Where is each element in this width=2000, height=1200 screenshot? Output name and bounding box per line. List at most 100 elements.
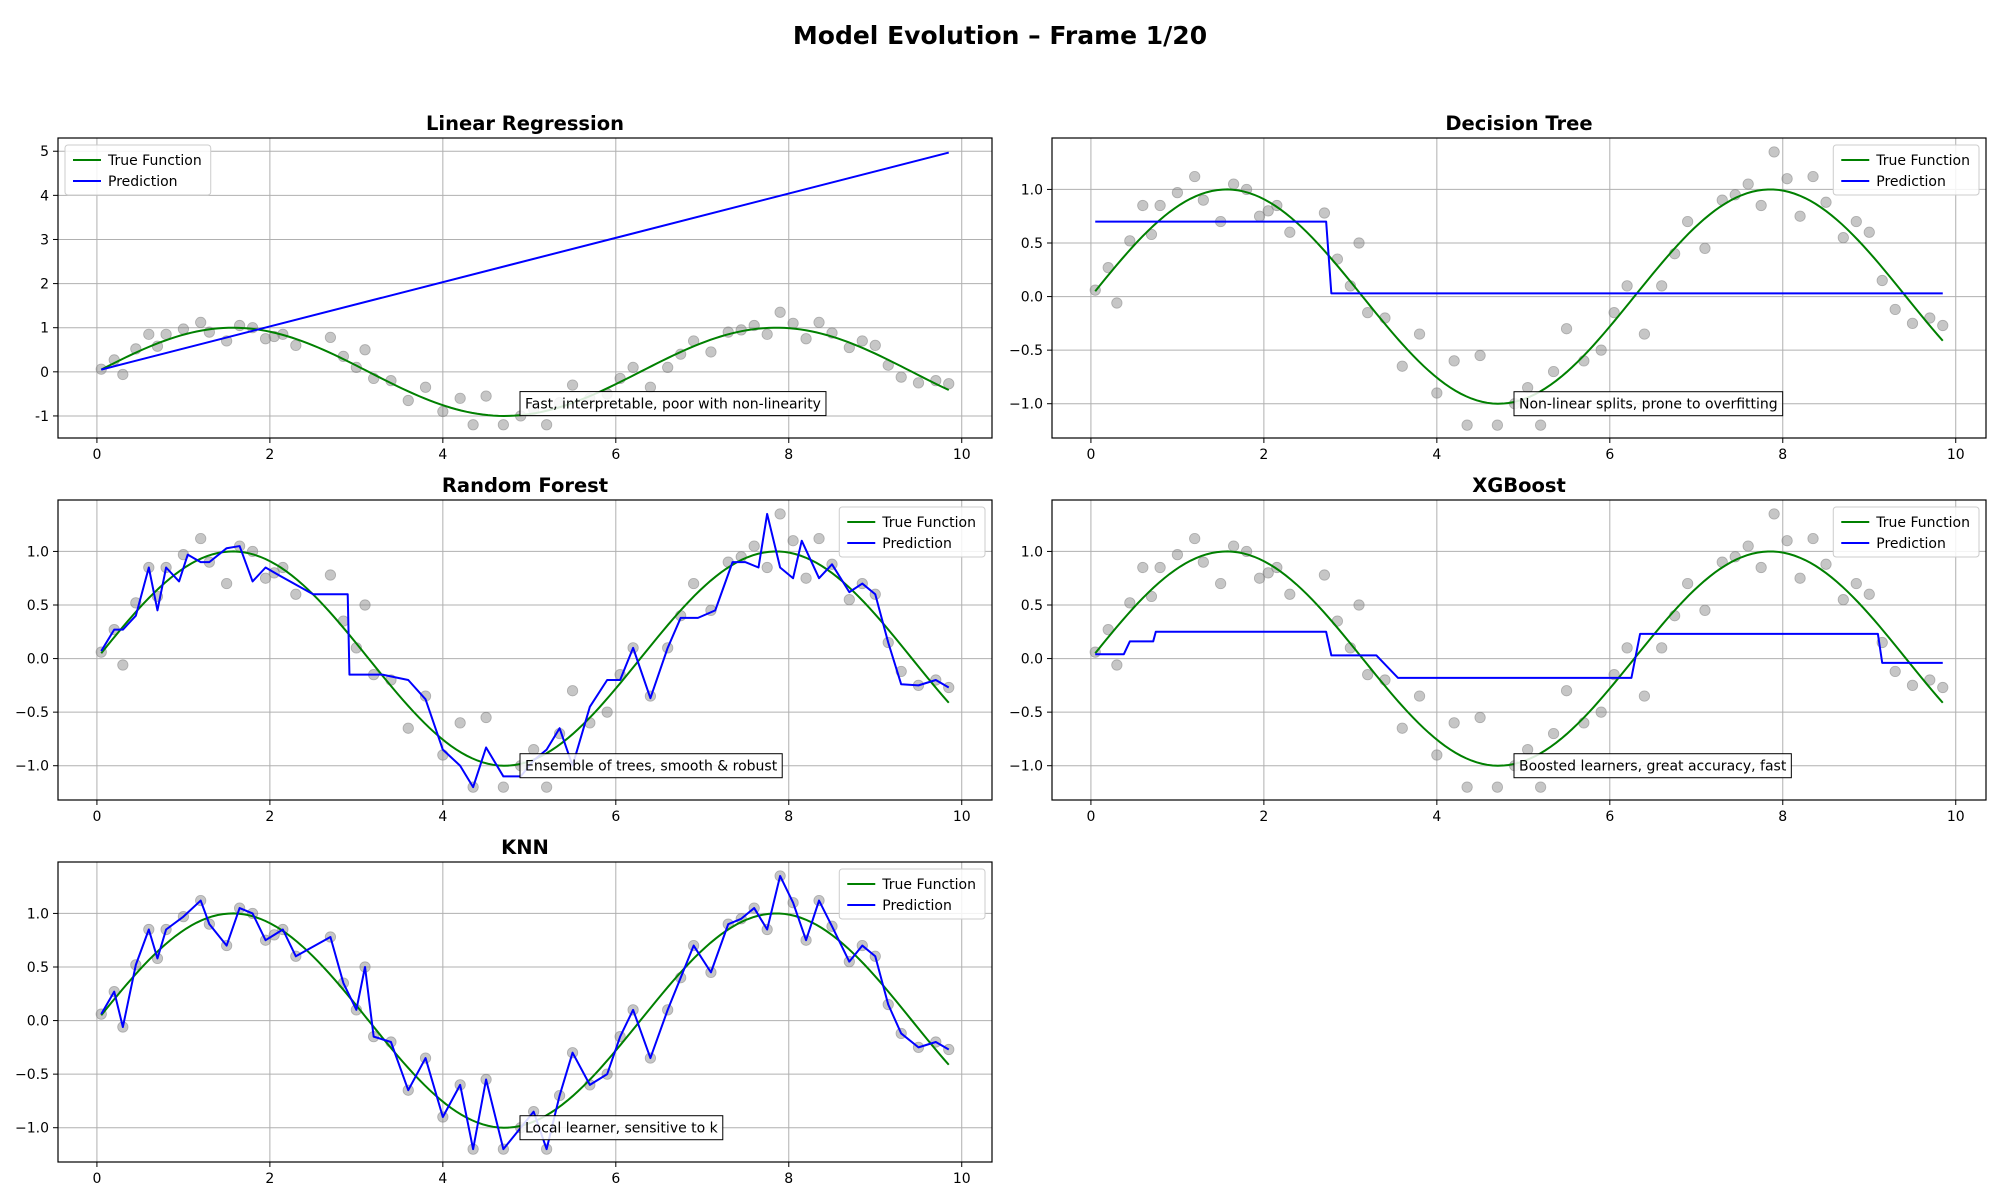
data-point	[1621, 642, 1633, 654]
y-tick-label: −1.0	[15, 1121, 49, 1137]
data-point	[1560, 323, 1573, 335]
plot-area	[95, 508, 955, 793]
panel-xgboost: XGBoost 0 2 4 6 8 10 −1.0 −0.5 0.0 0.5 1.0 Boosted l…	[1009, 474, 1987, 825]
data-point	[1794, 210, 1806, 222]
data-point	[705, 346, 717, 358]
data-point	[1906, 317, 1919, 329]
data-point	[497, 419, 509, 431]
data-point	[1937, 319, 1949, 332]
legend-label: True Function	[1875, 515, 1970, 531]
legend-label: Prediction	[882, 898, 952, 914]
data-point	[1755, 199, 1767, 212]
data-point	[1353, 237, 1365, 249]
x-tick-label: 6	[611, 1171, 620, 1187]
x-tick-label: 4	[1432, 809, 1441, 825]
data-point	[1284, 226, 1296, 238]
data-point	[437, 405, 449, 418]
data-point	[787, 317, 799, 329]
x-tick-label: 0	[92, 447, 101, 463]
legend-label: Prediction	[1876, 536, 1946, 552]
legend-label: Prediction	[882, 536, 952, 552]
data-point	[195, 316, 207, 329]
annotation: Fast, interpretable, poor with non-linea…	[519, 391, 827, 417]
legend-label: True Function	[881, 877, 976, 893]
data-point	[1215, 577, 1227, 590]
legend-label: True Function	[881, 515, 976, 531]
data-point	[566, 685, 579, 697]
data-point	[800, 333, 812, 345]
y-tick-label: −0.5	[1009, 705, 1043, 721]
annotation-text: Fast, interpretable, poor with non-linea…	[525, 397, 821, 413]
data-point	[1145, 228, 1158, 241]
y-tick-label: 5	[40, 144, 49, 160]
data-point	[1595, 706, 1607, 718]
data-point	[1124, 597, 1136, 609]
data-point	[1595, 344, 1607, 356]
data-point	[644, 381, 656, 393]
panel-title: XGBoost	[1472, 474, 1566, 497]
axes-frame	[1051, 499, 1987, 801]
annotation-text: Local learner, sensitive to k	[525, 1121, 719, 1137]
x-tick-label: 0	[92, 1171, 101, 1187]
prediction-line	[100, 512, 950, 789]
data-point	[1560, 685, 1573, 697]
prediction-line	[1095, 220, 1943, 295]
legend-box	[838, 506, 986, 558]
legend-label: Prediction	[108, 174, 178, 190]
x-tick-label: 6	[611, 809, 620, 825]
data-point	[1781, 535, 1793, 547]
data-point	[290, 588, 302, 600]
y-tick-label: -1	[35, 409, 49, 425]
data-point	[688, 577, 700, 590]
data-point	[748, 540, 760, 552]
data-point	[1755, 561, 1767, 574]
data-point	[402, 394, 414, 407]
data-point	[1906, 679, 1919, 691]
data-point	[856, 335, 868, 347]
data-point	[1171, 187, 1183, 199]
data-point	[1461, 781, 1473, 793]
y-tick-label: 0.5	[1021, 236, 1043, 252]
x-tick-label: 2	[265, 809, 274, 825]
legend-box	[1832, 506, 1980, 558]
annotation-text: Non-linear splits, prone to overfitting	[1519, 397, 1778, 413]
data-point	[1863, 226, 1875, 238]
data-point	[480, 390, 492, 402]
x-tick-label: 6	[1605, 809, 1614, 825]
data-point	[1189, 532, 1201, 545]
data-point	[1448, 355, 1460, 367]
x-tick-label: 2	[265, 447, 274, 463]
x-tick-label: 10	[1947, 447, 1965, 463]
data-point	[1863, 588, 1875, 600]
panel-title: KNN	[501, 836, 549, 859]
data-point	[1889, 665, 1901, 678]
data-point	[402, 722, 414, 734]
data-point	[1699, 242, 1711, 254]
data-point	[1781, 173, 1793, 185]
y-tick-label: −1.0	[1009, 759, 1043, 775]
data-point	[1876, 274, 1888, 287]
figure-title: Model Evolution – Frame 1/20	[793, 21, 1207, 50]
data-point	[662, 361, 674, 374]
y-tick-label: 3	[40, 232, 49, 248]
data-point	[1820, 196, 1832, 208]
prediction-line	[100, 874, 950, 1151]
data-point	[1413, 690, 1426, 702]
y-tick-label: 1	[40, 321, 49, 337]
data-point	[1262, 205, 1274, 217]
data-point	[1850, 215, 1862, 228]
data-point	[1474, 349, 1486, 362]
data-point	[1547, 727, 1560, 740]
data-point	[843, 594, 855, 606]
x-tick-label: 4	[438, 809, 447, 825]
x-tick-label: 10	[953, 809, 971, 825]
data-point	[1742, 178, 1754, 190]
data-point	[234, 319, 246, 332]
x-tick-label: 10	[1947, 809, 1965, 825]
data-point	[1656, 642, 1668, 654]
legend: True Function Prediction	[64, 144, 212, 196]
data-point	[1461, 419, 1473, 431]
prediction-line	[1095, 630, 1943, 679]
y-tick-label: 0.5	[27, 960, 49, 976]
data-point	[1189, 170, 1201, 183]
